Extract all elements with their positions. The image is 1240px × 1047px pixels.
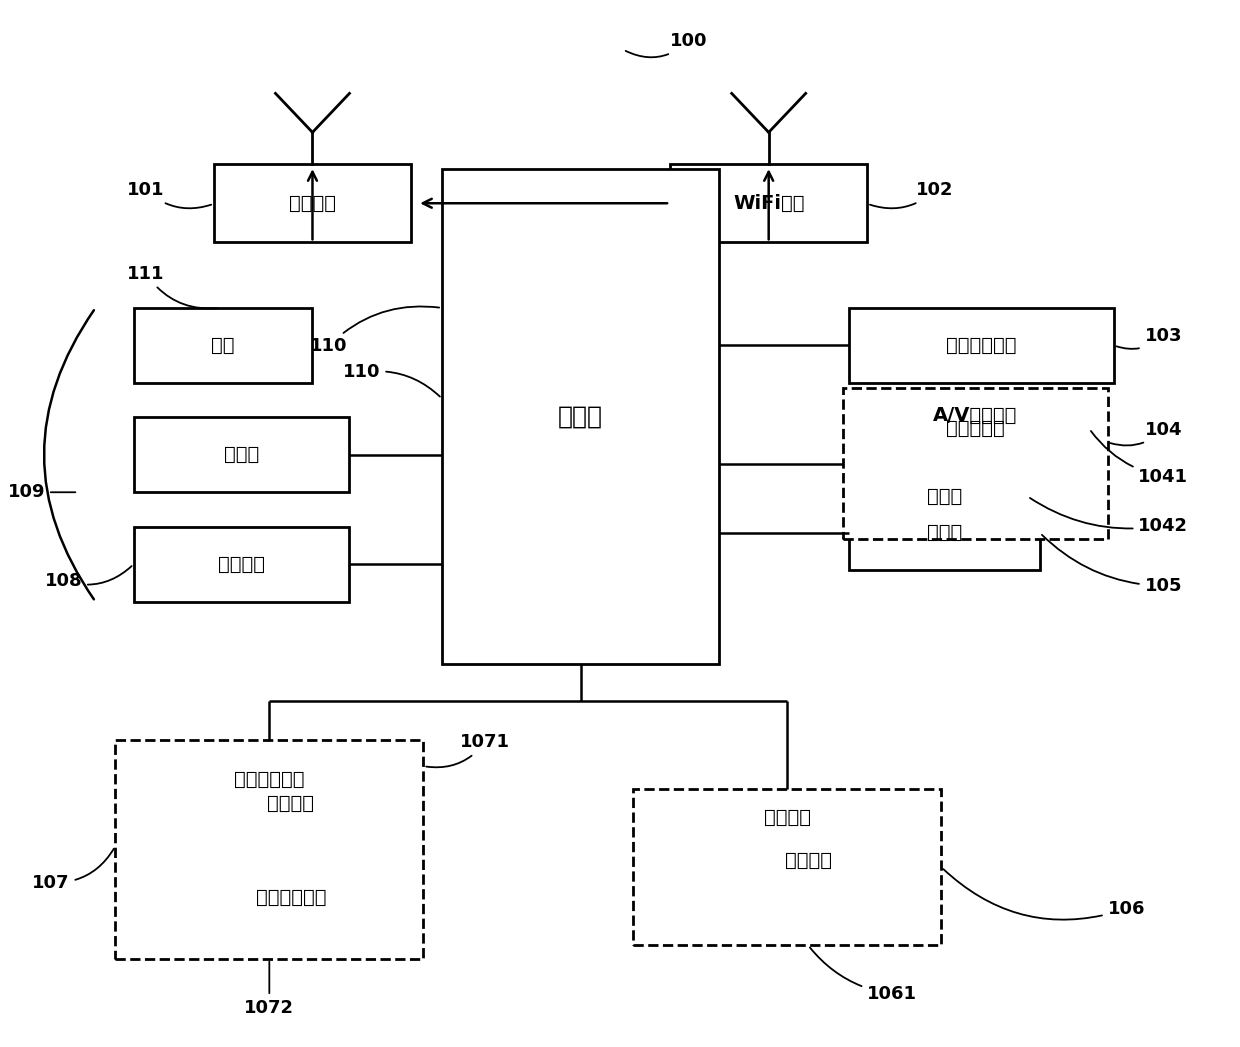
Text: 110: 110 [310, 307, 439, 355]
Bar [184, 766, 399, 841]
Text: 触控面板: 触控面板 [268, 794, 315, 814]
Text: 104: 104 [1110, 421, 1182, 446]
Text: 图形处理器: 图形处理器 [946, 419, 1004, 439]
Bar [849, 308, 1114, 383]
Text: 显示面板: 显示面板 [785, 851, 832, 870]
Text: 103: 103 [1116, 327, 1182, 349]
Bar [634, 789, 941, 945]
Text: 109: 109 [7, 484, 76, 502]
Text: 音频输出单元: 音频输出单元 [946, 336, 1017, 355]
Text: 110: 110 [343, 363, 440, 397]
Text: 处理器: 处理器 [558, 405, 603, 429]
Text: 其他输入设备: 其他输入设备 [255, 888, 326, 907]
Text: 107: 107 [32, 849, 114, 892]
Bar [861, 464, 1028, 529]
Text: 电源: 电源 [211, 336, 234, 355]
Bar [701, 823, 916, 898]
Text: 1072: 1072 [244, 961, 294, 1017]
Text: 存储器: 存储器 [224, 445, 259, 464]
Text: 108: 108 [45, 566, 131, 589]
Text: 麦克风: 麦克风 [926, 487, 962, 506]
Text: 1042: 1042 [1030, 498, 1188, 535]
Text: 111: 111 [128, 265, 217, 309]
Text: 接口单元: 接口单元 [218, 555, 265, 574]
Bar [115, 740, 423, 959]
Text: A/V输入单元: A/V输入单元 [932, 406, 1017, 425]
Text: 105: 105 [1042, 535, 1182, 595]
Text: 显示单元: 显示单元 [764, 807, 811, 827]
Bar [134, 308, 312, 383]
Bar [184, 860, 399, 935]
Bar [861, 397, 1089, 461]
Bar [441, 170, 719, 664]
Bar [213, 164, 412, 242]
Text: 102: 102 [870, 181, 954, 208]
Bar [849, 495, 1040, 571]
Text: 1071: 1071 [427, 733, 510, 767]
Text: 用户输入单元: 用户输入单元 [234, 770, 305, 789]
Bar [134, 527, 350, 602]
Text: 传感器: 传感器 [926, 524, 962, 542]
Text: 101: 101 [128, 181, 211, 208]
Text: 106: 106 [944, 869, 1145, 919]
Text: 射频单元: 射频单元 [289, 194, 336, 213]
Text: WiFi模块: WiFi模块 [733, 194, 805, 213]
Bar [134, 418, 350, 492]
Bar [843, 388, 1107, 539]
Text: 100: 100 [626, 32, 707, 58]
Bar [670, 164, 867, 242]
Text: 1061: 1061 [810, 948, 918, 1003]
Text: 1041: 1041 [1091, 431, 1188, 486]
